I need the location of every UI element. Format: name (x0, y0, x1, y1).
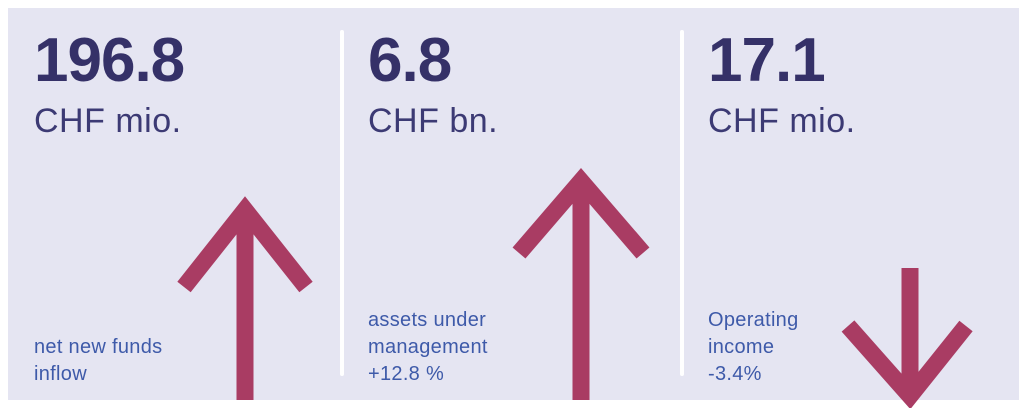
kpi-card-net-new-funds: 196.8 CHF mio. net new funds inflow (34, 8, 334, 400)
kpi-unit: CHF mio. (708, 102, 856, 140)
divider (680, 30, 684, 376)
caption-line: Operating (708, 309, 799, 331)
caption-line: net new funds (34, 336, 163, 358)
caption-line: +12.8 % (368, 363, 445, 385)
caption-line: -3.4% (708, 363, 762, 385)
caption-line: income (708, 336, 775, 358)
kpi-value: 17.1 (708, 26, 826, 95)
kpi-caption: assets under management +12.8 % (368, 307, 488, 388)
kpi-card-operating-income: 17.1 CHF mio. Operating income -3.4% (708, 8, 1008, 400)
divider (340, 30, 344, 376)
kpi-value: 196.8 (34, 26, 185, 95)
caption-line: management (368, 336, 488, 358)
kpi-unit: CHF mio. (34, 102, 182, 140)
caption-line: assets under (368, 309, 487, 331)
kpi-unit: CHF bn. (368, 102, 499, 140)
kpi-caption: Operating income -3.4% (708, 307, 799, 388)
kpi-card-assets-under-management: 6.8 CHF bn. assets under management +12.… (368, 8, 668, 400)
kpi-value: 6.8 (368, 26, 452, 95)
kpi-caption: net new funds inflow (34, 334, 162, 388)
caption-line: inflow (34, 363, 87, 385)
